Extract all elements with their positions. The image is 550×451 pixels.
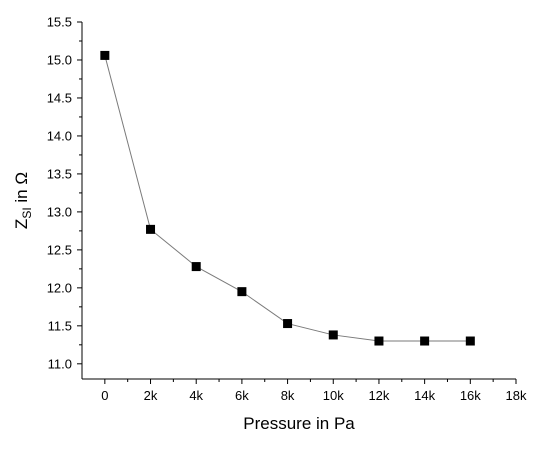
y-axis-title-main: Z: [12, 219, 31, 229]
x-tick-label: 12k: [368, 388, 389, 403]
data-point: [420, 336, 430, 346]
data-point: [237, 287, 247, 297]
x-tick-label: 2k: [144, 388, 158, 403]
x-tick-label: 18k: [506, 388, 527, 403]
y-tick-label: 12.5: [47, 242, 72, 257]
axes: [81, 22, 516, 380]
x-tick-label: 10k: [323, 388, 344, 403]
x-tick-label: 0: [101, 388, 108, 403]
data-point: [100, 50, 110, 60]
y-axis-title: ZSI in Ω: [12, 172, 34, 229]
data-point: [374, 336, 384, 346]
y-axis-title-unit: in Ω: [12, 172, 31, 207]
data-point: [328, 330, 338, 340]
x-tick-label: 16k: [460, 388, 481, 403]
y-tick-label: 13.0: [47, 204, 72, 219]
x-tick-label: 8k: [281, 388, 295, 403]
y-ticks: 11.0 11.5 12.0 12.5 13.0 13.5 14.0 14.5 15.0 15.5: [47, 15, 82, 371]
y-tick-label: 11.0: [48, 356, 72, 371]
series-line: [104, 55, 471, 342]
y-tick-label: 14.5: [47, 90, 72, 105]
series-group: [100, 50, 475, 346]
data-point: [146, 224, 156, 234]
data-point: [191, 262, 201, 272]
x-tick-label: 6k: [235, 388, 249, 403]
y-tick-label: 11.5: [48, 318, 72, 333]
data-point: [465, 336, 475, 346]
y-tick-label: 15.0: [47, 52, 72, 67]
y-tick-label: 14.0: [47, 128, 72, 143]
x-axis-title: Pressure in Pa: [243, 414, 355, 433]
y-tick-label: 13.5: [47, 166, 72, 181]
y-tick-label: 12.0: [47, 280, 72, 295]
y-tick-label: 15.5: [47, 15, 72, 30]
data-point: [283, 319, 293, 329]
y-axis-title-subscript: SI: [20, 207, 34, 218]
x-tick-label: 14k: [414, 388, 435, 403]
x-tick-label: 4k: [189, 388, 203, 403]
x-ticks: 0 2k 4k 6k 8k 10k 12k 14k 16k 18k: [101, 379, 527, 403]
